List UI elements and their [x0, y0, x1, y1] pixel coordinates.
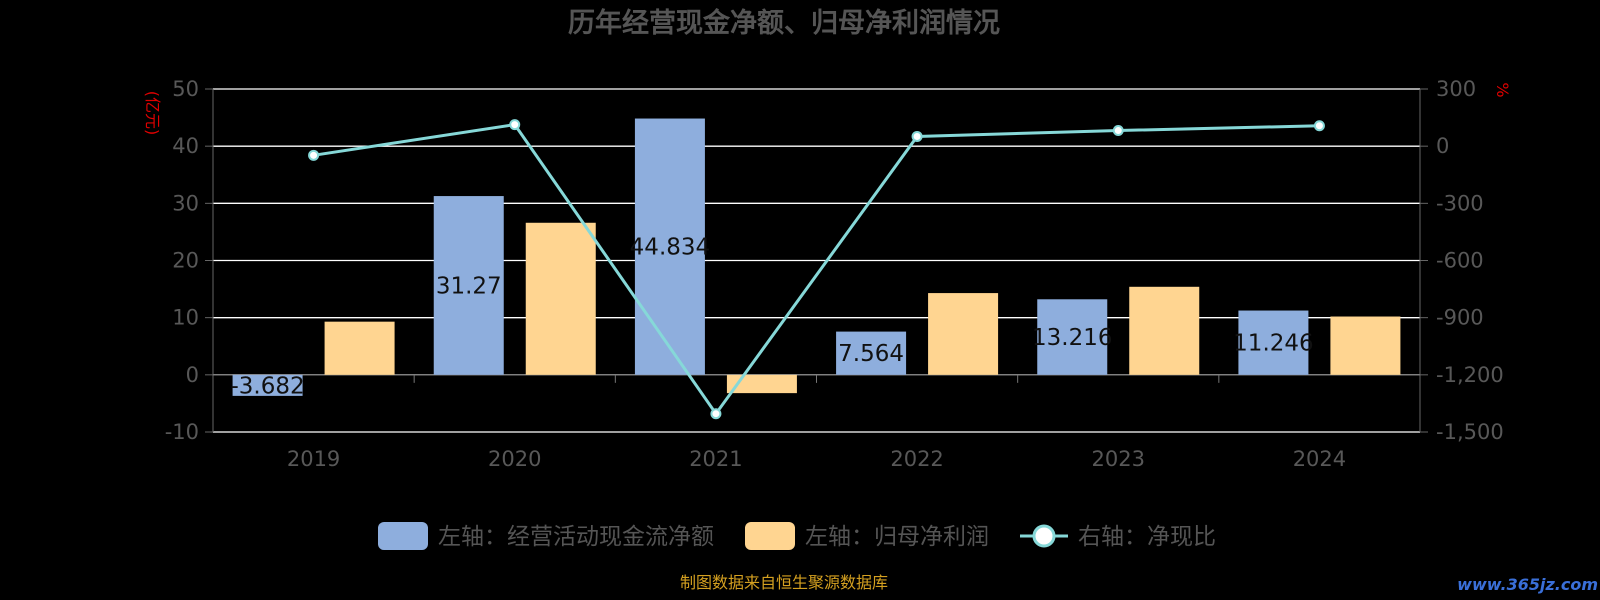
- x-tick-label: 2024: [1293, 447, 1346, 471]
- bar-data-label: 13.216: [1032, 325, 1112, 351]
- left-tick-label: 40: [172, 134, 199, 158]
- bar-netprofit: [726, 374, 797, 394]
- chart-title: 历年经营现金净额、归母净利润情况: [568, 7, 1000, 39]
- legend-label: 右轴：净现比: [1078, 524, 1216, 550]
- right-tick-label: -900: [1436, 306, 1484, 330]
- bar-data-label: 44.834: [630, 235, 710, 261]
- x-tick-label: 2021: [689, 447, 742, 471]
- ratio-point: [911, 130, 923, 142]
- bar-data-label: -3.682: [231, 373, 305, 399]
- left-tick-label: 0: [186, 363, 199, 387]
- x-tick-label: 2023: [1092, 447, 1145, 471]
- right-tick-label: -1,500: [1436, 420, 1504, 444]
- ratio-point: [710, 408, 722, 420]
- legend-marker: [1032, 524, 1056, 548]
- bar-netprofit: [1330, 316, 1401, 375]
- bars: [232, 118, 1401, 396]
- x-tick-label: 2020: [488, 447, 541, 471]
- left-axis-unit: (亿元): [143, 91, 162, 136]
- ratio-point: [1112, 125, 1124, 137]
- bar-cashflow: [1037, 299, 1108, 375]
- watermark: www.365jz.com: [1457, 575, 1598, 594]
- bar-cashflow: [433, 196, 504, 375]
- bar-data-label: 11.246: [1233, 331, 1313, 357]
- legend-swatch: [378, 522, 428, 550]
- bar-netprofit: [928, 293, 999, 375]
- bar-netprofit: [525, 222, 596, 375]
- ratio-line: [308, 119, 1325, 420]
- right-axis-unit: %: [1493, 82, 1512, 97]
- legend: 左轴：经营活动现金流净额 左轴：归母净利润 右轴：净现比: [378, 522, 1216, 550]
- right-tick-label: 0: [1436, 134, 1449, 158]
- legend-item[interactable]: 左轴：归母净利润: [745, 522, 989, 550]
- legend-swatch: [745, 522, 795, 550]
- bar-data-label: 31.27: [436, 273, 502, 299]
- bar-cashflow: [836, 331, 907, 375]
- ratio-point: [1313, 120, 1325, 132]
- ratio-point: [308, 149, 320, 161]
- bar-labels: -3.682 31.27 44.834 7.564 13.216 11.246: [231, 235, 1314, 400]
- x-tick-label: 2019: [287, 447, 340, 471]
- legend-item[interactable]: 左轴：经营活动现金流净额: [378, 522, 714, 550]
- ratio-line-path: [313, 123, 1320, 417]
- legend-item[interactable]: 右轴：净现比: [1020, 524, 1216, 550]
- left-tick-label: 50: [172, 77, 199, 101]
- bar-cashflow: [634, 118, 705, 375]
- bar-cashflow: [1238, 310, 1309, 375]
- bar-netprofit: [1129, 286, 1200, 375]
- bar-data-label: 7.564: [838, 341, 904, 367]
- left-tick-label: 10: [172, 306, 199, 330]
- right-tick-label: -600: [1436, 249, 1484, 273]
- left-tick-label: 20: [172, 249, 199, 273]
- left-tick-label: -10: [165, 420, 199, 444]
- axes: 50 300 40 0 30 -300 20 -600 10 -900 0 -1,200 -10 -1,5…: [143, 77, 1512, 471]
- left-tick-label: 30: [172, 191, 199, 215]
- legend-label: 左轴：归母净利润: [805, 524, 989, 550]
- x-tick-label: 2022: [890, 447, 943, 471]
- bar-cashflow: [232, 374, 303, 396]
- source-note: 制图数据来自恒生聚源数据库: [680, 573, 888, 592]
- legend-label: 左轴：经营活动现金流净额: [438, 524, 714, 550]
- bar-netprofit: [324, 321, 395, 375]
- ratio-point: [509, 119, 521, 131]
- right-tick-label: -300: [1436, 191, 1484, 215]
- right-tick-label: 300: [1436, 77, 1476, 101]
- right-tick-label: -1,200: [1436, 363, 1504, 387]
